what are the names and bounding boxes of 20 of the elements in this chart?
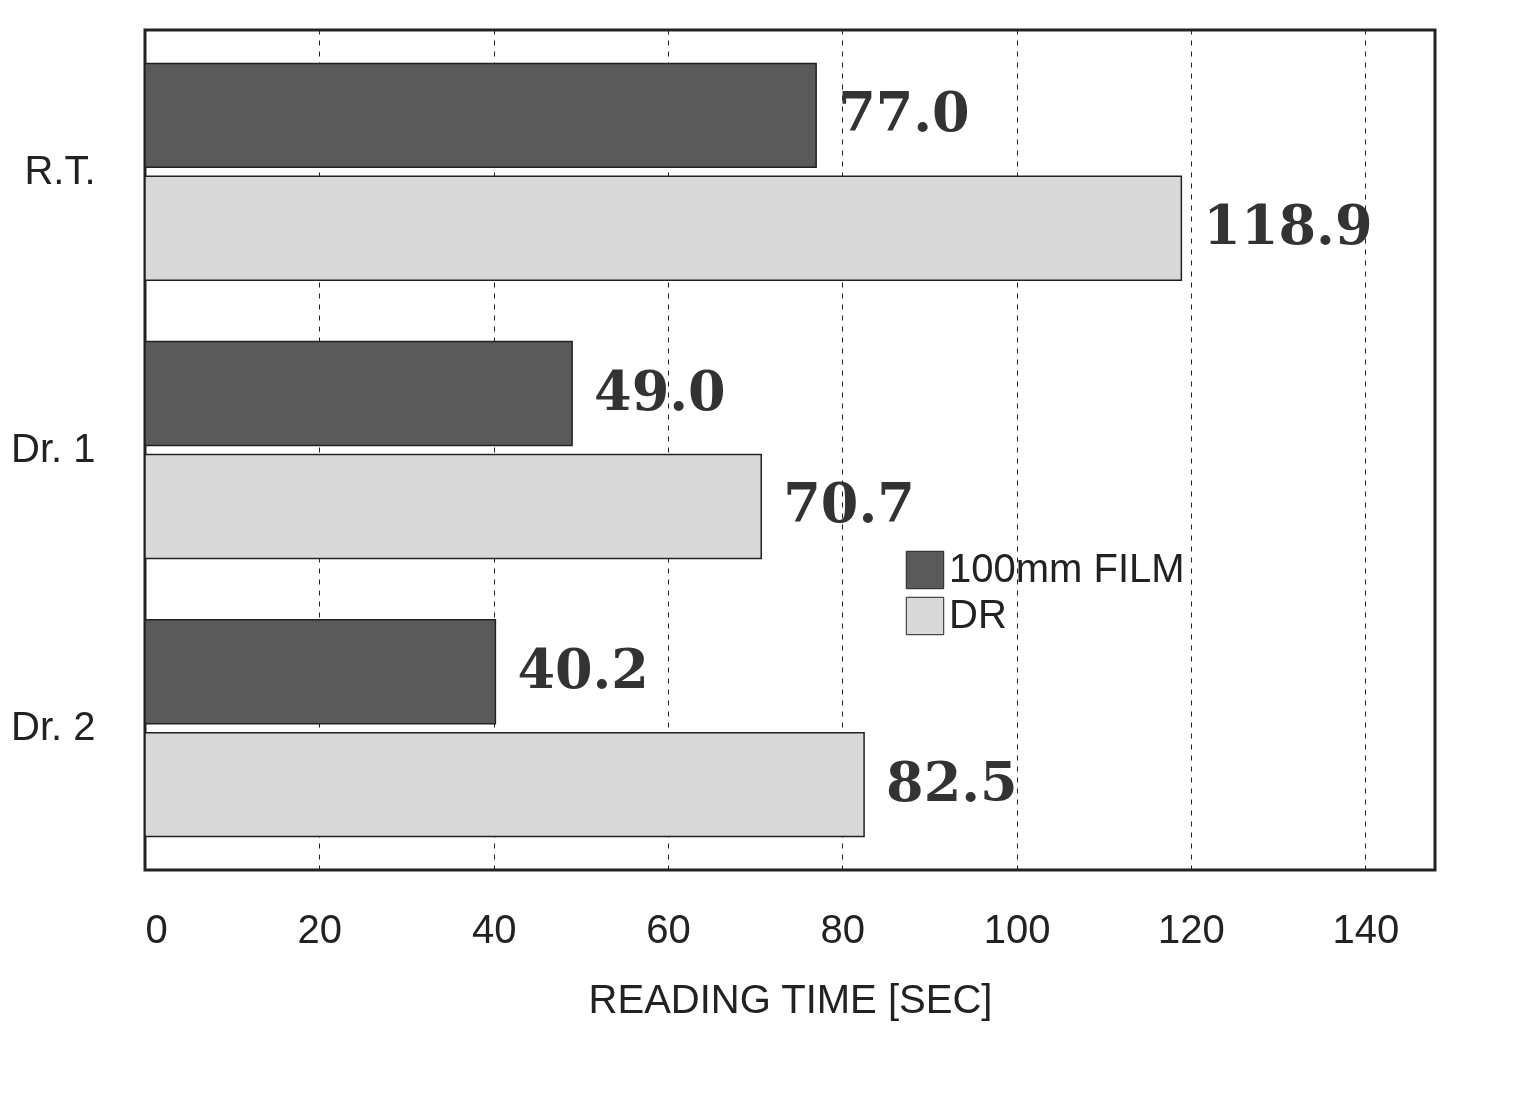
x-tick-label: 60 xyxy=(646,906,691,951)
x-tick-label: 20 xyxy=(297,906,343,951)
x-tick-label: 40 xyxy=(471,906,517,951)
x-tick-label: 140 xyxy=(1332,906,1400,951)
y-tick-label: Dr. 2 xyxy=(11,704,96,749)
data-label: 49.0 xyxy=(594,358,726,423)
data-label: 77.0 xyxy=(838,80,970,145)
data-label: 118.9 xyxy=(1203,193,1373,258)
data-label: 40.2 xyxy=(517,636,649,701)
x-tick-label: 100 xyxy=(983,906,1051,951)
x-tick-label: 80 xyxy=(820,906,866,951)
x-tick-label: 120 xyxy=(1158,906,1225,951)
legend-label: DR xyxy=(949,592,1007,636)
data-label: 82.5 xyxy=(886,749,1018,814)
legend-label: 100mm FILM xyxy=(949,546,1185,590)
x-axis-title: READING TIME [SEC] xyxy=(588,976,993,1021)
x-tick-label: 0 xyxy=(145,906,168,951)
y-tick-label: Dr. 1 xyxy=(11,426,96,470)
data-label: 70.7 xyxy=(783,471,915,536)
y-tick-label: R.T. xyxy=(24,147,96,192)
